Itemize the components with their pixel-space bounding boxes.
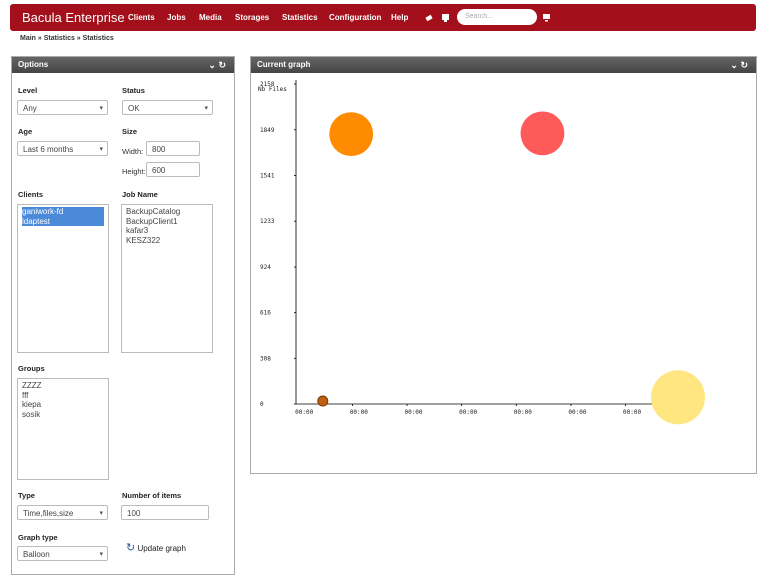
select[interactable]: Balloon: [17, 546, 108, 562]
list-item[interactable]: KESZ322: [126, 235, 161, 245]
chart: Nb FilesTime0308616924123315411849215800…: [258, 80, 706, 425]
nav-item[interactable]: Clients: [128, 13, 155, 22]
field-label: Age: [18, 127, 33, 136]
nav-item[interactable]: Statistics: [282, 13, 318, 22]
list-item[interactable]: BackupCatalog: [126, 207, 181, 216]
x-tick-label: 00:00: [514, 409, 532, 416]
button-label: Update graph: [137, 544, 186, 553]
x-tick-label: 00:00: [404, 409, 422, 416]
nav-item[interactable]: Configuration: [329, 13, 382, 22]
select[interactable]: Last 6 months: [17, 141, 108, 157]
nav-item[interactable]: Help: [391, 13, 409, 22]
list-item[interactable]: ZZZZ: [22, 381, 42, 390]
bubble: [317, 395, 329, 407]
y-tick-label: 1233: [260, 218, 275, 225]
x-tick-label: 00:00: [623, 409, 641, 416]
panel-controls[interactable]: ⌄ ↻: [208, 60, 226, 70]
y-tick-label: 308: [260, 355, 271, 362]
x-tick-label: 00:00: [295, 409, 313, 416]
y-axis-label: Nb Files: [258, 86, 287, 93]
listbox[interactable]: BackupCatalog BackupClient1 kafar3 KESZ3…: [121, 204, 213, 353]
y-tick-label: 924: [260, 264, 271, 271]
y-tick-label: 2158: [260, 81, 275, 88]
select[interactable]: Any: [17, 100, 108, 116]
listbox[interactable]: ganiwork-fd ldaptest: [17, 204, 109, 353]
list-item[interactable]: fff: [22, 390, 29, 400]
panel-title: Current graph: [257, 60, 311, 69]
field-label: Job Name: [122, 190, 158, 199]
field-label: Type: [18, 491, 35, 500]
update-button[interactable]: ↻ Update graph: [126, 541, 186, 554]
panel-controls[interactable]: ⌄ ↻: [730, 60, 748, 70]
field-label: Groups: [18, 364, 45, 373]
refresh-icon: ↻: [126, 542, 136, 554]
text-input[interactable]: 100: [121, 505, 209, 520]
x-tick-label: 00:00: [568, 409, 586, 416]
field-label: Status: [122, 86, 145, 95]
bubble: [650, 370, 706, 425]
breadcrumb[interactable]: Main » Statistics » Statistics: [20, 35, 114, 42]
nav-icons[interactable]: [424, 12, 464, 24]
x-tick-label: 00:00: [459, 409, 477, 416]
y-tick-label: 0: [260, 401, 264, 408]
y-tick-label: 616: [260, 310, 271, 317]
search-input[interactable]: Search...: [457, 9, 537, 25]
list-item[interactable]: ldaptest: [22, 216, 104, 226]
nav-item[interactable]: Storages: [235, 13, 270, 22]
field-label: Level: [18, 86, 38, 95]
listbox[interactable]: ZZZZ fff kiepa sosik: [17, 378, 109, 480]
field-label: Size: [122, 127, 138, 136]
list-item[interactable]: ganiwork-fd: [22, 207, 104, 217]
field-label: Graph type: [18, 533, 58, 542]
bubble: [329, 112, 374, 157]
nav-item[interactable]: Jobs: [167, 13, 186, 22]
list-item[interactable]: kiepa: [22, 400, 42, 409]
x-tick-label: 00:00: [350, 409, 368, 416]
list-item[interactable]: sosik: [22, 409, 41, 419]
y-tick-label: 1849: [260, 127, 275, 134]
list-item[interactable]: BackupClient1: [126, 216, 178, 226]
panel-title: Options: [18, 60, 49, 69]
select[interactable]: OK: [122, 100, 213, 116]
nav-item[interactable]: Media: [199, 13, 222, 22]
field-label: Number of items: [122, 491, 182, 500]
field-label: Height:: [122, 167, 146, 176]
panel-header: Current graph ⌄ ↻: [251, 57, 756, 73]
field-label: Width:: [122, 147, 144, 156]
bubble: [520, 111, 565, 156]
select[interactable]: Time,files,size: [17, 505, 108, 521]
text-input[interactable]: 600: [146, 162, 200, 177]
field-label: Clients: [18, 190, 44, 199]
brand[interactable]: Bacula Enterprise: [22, 10, 125, 25]
navbar: Bacula Enterprise Clients Jobs Media Sto…: [10, 4, 756, 31]
list-item[interactable]: kafar3: [126, 226, 149, 235]
text-input[interactable]: 800: [146, 141, 200, 156]
y-tick-label: 1541: [260, 172, 275, 179]
monitor-icon[interactable]: [542, 13, 552, 23]
panel-header: Options ⌄ ↻: [12, 57, 234, 73]
